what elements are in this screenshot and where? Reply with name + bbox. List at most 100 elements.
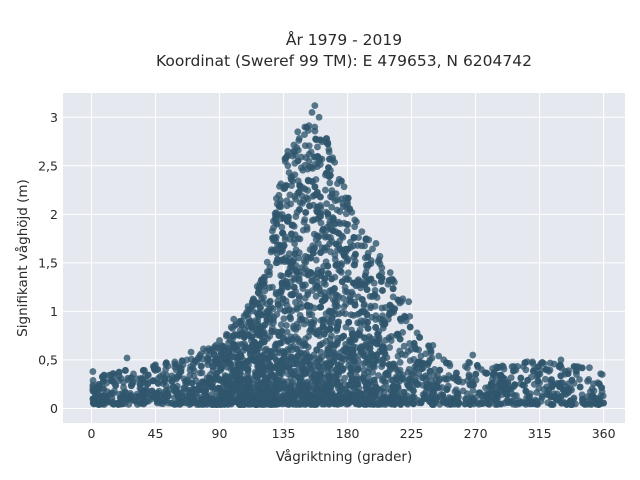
scatter-point xyxy=(266,298,274,306)
scatter-point xyxy=(387,333,395,340)
scatter-point xyxy=(340,251,348,259)
scatter-point xyxy=(99,392,107,400)
scatter-point xyxy=(373,351,381,359)
scatter-point xyxy=(323,200,331,208)
scatter-point xyxy=(210,351,218,359)
scatter-point xyxy=(314,376,322,384)
scatter-point xyxy=(328,275,336,283)
scatter-point xyxy=(277,321,285,329)
scatter-point xyxy=(154,396,162,404)
scatter-point xyxy=(389,393,397,401)
scatter-point xyxy=(316,136,324,144)
scatter-point xyxy=(453,392,461,400)
scatter-point xyxy=(275,246,283,253)
scatter-point xyxy=(275,202,283,210)
scatter-point xyxy=(400,342,408,350)
scatter-point xyxy=(416,358,424,366)
scatter-point xyxy=(350,311,357,319)
scatter-point xyxy=(278,279,286,287)
scatter-point xyxy=(348,367,356,375)
scatter-point xyxy=(519,381,527,389)
scatter-point xyxy=(372,383,380,391)
scatter-point xyxy=(257,311,265,319)
scatter-point xyxy=(288,263,295,270)
scatter-point xyxy=(306,163,313,171)
scatter-point xyxy=(342,310,349,318)
scatter-point xyxy=(405,298,413,306)
scatter-point xyxy=(288,291,296,299)
scatter-point xyxy=(275,191,283,199)
scatter-point xyxy=(232,343,239,351)
scatter-point xyxy=(363,286,371,294)
scatter-point xyxy=(327,234,335,241)
scatter-point xyxy=(350,233,358,241)
scatter-point xyxy=(343,275,351,283)
scatter-point xyxy=(117,394,124,402)
scatter-point xyxy=(365,360,373,368)
scatter-point xyxy=(586,364,593,372)
scatter-point xyxy=(313,385,321,392)
scatter-point xyxy=(228,398,236,406)
scatter-point xyxy=(579,395,586,403)
scatter-point xyxy=(552,395,560,402)
scatter-point xyxy=(482,369,490,377)
scatter-point xyxy=(271,398,279,406)
scatter-point xyxy=(395,297,403,304)
scatter-point xyxy=(333,325,341,333)
scatter-point xyxy=(517,374,525,382)
x-tick-label: 180 xyxy=(336,426,360,441)
scatter-point xyxy=(313,270,321,277)
scatter-point xyxy=(367,350,375,357)
scatter-point xyxy=(89,376,97,384)
scatter-point xyxy=(269,352,277,360)
scatter-point xyxy=(206,375,213,383)
scatter-point xyxy=(501,385,508,392)
scatter-point xyxy=(308,109,316,116)
scatter-point xyxy=(245,383,253,391)
scatter-point xyxy=(379,376,386,384)
scatter-point xyxy=(139,367,147,374)
x-tick-label: 90 xyxy=(212,426,228,441)
scatter-point xyxy=(342,210,350,218)
scatter-point xyxy=(163,371,170,379)
scatter-point xyxy=(324,269,332,277)
scatter-point xyxy=(568,386,576,394)
scatter-point xyxy=(584,377,591,385)
scatter-point xyxy=(364,318,371,326)
scatter-point xyxy=(345,381,353,389)
scatter-point xyxy=(344,269,352,277)
scatter-point xyxy=(327,309,335,317)
scatter-point xyxy=(283,397,290,405)
scatter-point xyxy=(264,383,271,391)
scatter-point xyxy=(404,381,412,389)
scatter-point xyxy=(330,349,338,357)
scatter-point xyxy=(369,245,376,253)
scatter-point xyxy=(541,375,549,383)
scatter-point xyxy=(306,202,313,210)
scatter-point xyxy=(379,312,387,320)
chart-title-line-1: År 1979 - 2019 xyxy=(286,30,402,49)
scatter-point xyxy=(301,131,308,139)
scatter-point xyxy=(311,102,319,110)
scatter-point xyxy=(581,400,589,408)
scatter-point xyxy=(300,367,307,375)
scatter-point xyxy=(422,376,430,384)
scatter-point xyxy=(317,249,324,256)
scatter-point xyxy=(529,358,536,366)
scatter-point xyxy=(410,340,418,347)
scatter-point xyxy=(311,183,319,191)
scatter-point xyxy=(370,400,378,408)
scatter-point xyxy=(159,380,167,387)
scatter-point xyxy=(306,391,313,399)
scatter-point xyxy=(152,361,159,369)
scatter-point xyxy=(301,258,308,265)
scatter-point xyxy=(242,344,250,352)
scatter-point xyxy=(287,200,295,208)
scatter-point xyxy=(493,382,501,390)
scatter-point xyxy=(303,356,311,363)
scatter-point xyxy=(337,177,345,185)
scatter-point xyxy=(455,399,463,407)
scatter-point xyxy=(449,374,457,382)
scatter-point xyxy=(197,362,205,370)
scatter-point xyxy=(213,370,221,377)
